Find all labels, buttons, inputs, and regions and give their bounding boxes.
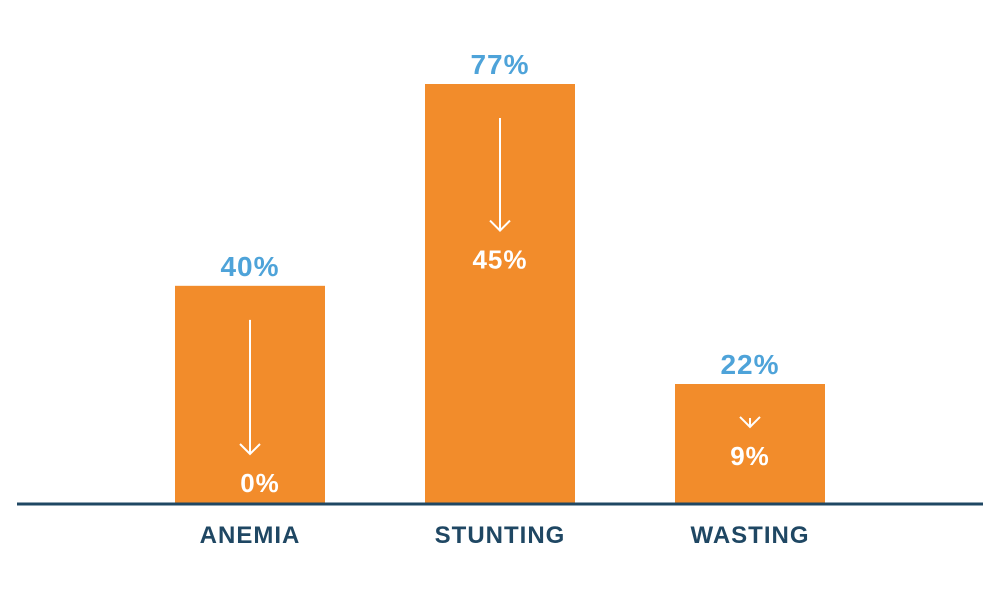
top-value-label-wasting: 22% [720, 349, 779, 380]
category-label-wasting: WASTING [691, 522, 810, 549]
top-value-label-anemia: 40% [220, 251, 279, 282]
labels-group: 40% 0% ANEMIA 77% 45% STUNTING 22% 9% WASTING [200, 49, 810, 549]
inner-value-label-anemia: 0% [240, 468, 280, 498]
category-label-stunting: STUNTING [435, 522, 566, 549]
bar-wasting [675, 384, 825, 504]
inner-value-label-stunting: 45% [472, 245, 527, 275]
down-arrow-icon-anemia [239, 319, 261, 456]
inner-value-label-wasting: 9% [730, 441, 770, 471]
down-arrow-icon-stunting [489, 118, 511, 232]
down-arrow-icon-wasting [739, 416, 761, 429]
category-label-anemia: ANEMIA [200, 522, 301, 549]
top-value-label-stunting: 77% [470, 49, 529, 80]
